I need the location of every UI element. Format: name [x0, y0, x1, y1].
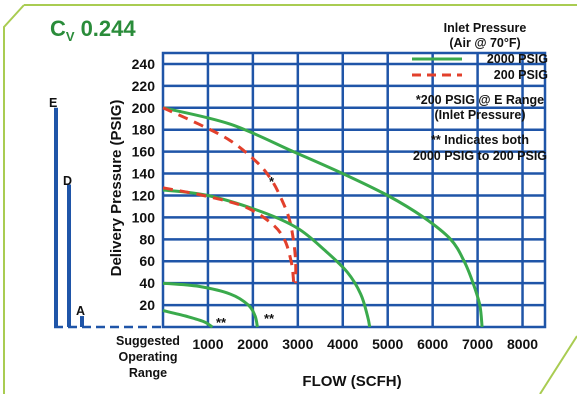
legend-item-2000: 2000 PSIG — [487, 52, 548, 66]
y-tick-label-80: 80 — [139, 231, 155, 247]
x-tick-label-5000: 5000 — [372, 336, 403, 352]
series-line-4-2000-psig — [162, 281, 259, 328]
x-tick-label-3000: 3000 — [282, 336, 313, 352]
x-tick-label-2000: 2000 — [237, 336, 268, 352]
legend-item-200: 200 PSIG — [494, 68, 548, 82]
legend-heading-line1: Inlet Pressure — [444, 21, 527, 35]
x-tick-label-4000: 4000 — [327, 336, 358, 352]
y-tick-label-160: 160 — [132, 144, 156, 160]
chart-border — [3, 4, 577, 394]
range-letter-d: D — [63, 174, 72, 188]
legend-note-both-line1: ** Indicates both — [431, 133, 529, 147]
x-axis-title: FLOW (SCFH) — [302, 373, 401, 390]
cv-title: CV 0.244 — [50, 16, 136, 44]
y-tick-label-140: 140 — [132, 166, 156, 182]
annotation-e-range: * — [269, 174, 275, 189]
range-letter-e: E — [49, 96, 57, 110]
annotation-both-1: ** — [216, 315, 227, 330]
legend-note-both-line2: 2000 PSIG to 200 PSIG — [413, 149, 547, 163]
y-axis-title: Delivery Pressure (PSIG) — [108, 100, 125, 277]
y-tick-label-220: 220 — [132, 78, 156, 94]
legend-heading-line2: (Air @ 70°F) — [449, 36, 520, 50]
x-tick-label-7000: 7000 — [462, 336, 493, 352]
x-tick-label-6000: 6000 — [417, 336, 448, 352]
legend: Inlet Pressure (Air @ 70°F) 2000 PSIG 20… — [412, 21, 548, 163]
y-tick-label-60: 60 — [139, 253, 155, 269]
series-line-3-200-psig — [162, 186, 295, 284]
annotation-both-2: ** — [264, 311, 275, 326]
suggested-range-line3: Range — [129, 366, 167, 380]
y-tick-label-120: 120 — [132, 187, 156, 203]
y-tick-label-200: 200 — [132, 100, 156, 116]
y-tick-label-40: 40 — [139, 275, 155, 291]
range-letter-a: A — [76, 304, 85, 318]
suggested-range-line1: Suggested — [116, 334, 180, 348]
x-tick-label-1000: 1000 — [192, 336, 223, 352]
y-tick-label-20: 20 — [139, 297, 155, 313]
series-layer — [162, 106, 484, 329]
y-tick-label-180: 180 — [132, 122, 156, 138]
cv-title-value: 0.244 — [81, 16, 137, 41]
series-line-0-2000-psig — [162, 106, 484, 328]
series-line-5-2000-psig — [162, 309, 214, 329]
x-tick-label-8000: 8000 — [507, 336, 538, 352]
suggested-range-line2: Operating — [118, 350, 177, 364]
cv-title-sub: V — [66, 29, 75, 44]
legend-note-e-line1: *200 PSIG @ E Range — [416, 93, 544, 107]
series-line-2-2000-psig — [162, 188, 372, 328]
legend-note-e-line2: (Inlet Pressure) — [434, 108, 525, 122]
tick-layer: 1000 2000 3000 4000 5000 6000 7000 8000 20 40 60 80… — [132, 56, 539, 352]
cv-title-main: C — [50, 16, 66, 41]
operating-range-layer — [54, 107, 163, 329]
series-line-1-200-psig — [162, 106, 298, 284]
y-tick-label-100: 100 — [132, 209, 156, 225]
y-tick-label-240: 240 — [132, 56, 156, 72]
